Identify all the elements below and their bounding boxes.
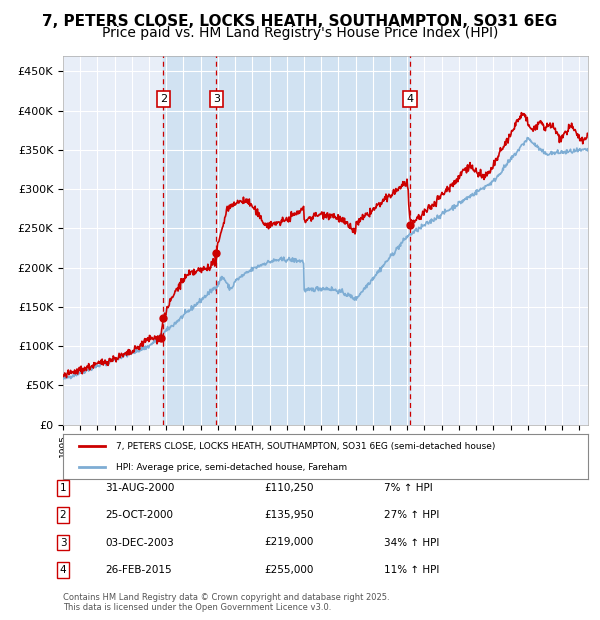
Text: 2: 2 xyxy=(59,510,67,520)
Text: HPI: Average price, semi-detached house, Fareham: HPI: Average price, semi-detached house,… xyxy=(115,463,347,472)
Bar xyxy=(163,56,410,425)
Text: 34% ↑ HPI: 34% ↑ HPI xyxy=(384,538,439,547)
Text: 31-AUG-2000: 31-AUG-2000 xyxy=(105,483,175,493)
Text: £110,250: £110,250 xyxy=(264,483,314,493)
Text: 11% ↑ HPI: 11% ↑ HPI xyxy=(384,565,439,575)
Text: 4: 4 xyxy=(407,94,413,104)
Text: 03-DEC-2003: 03-DEC-2003 xyxy=(105,538,174,547)
Text: £219,000: £219,000 xyxy=(264,538,313,547)
Text: 4: 4 xyxy=(59,565,67,575)
Text: 25-OCT-2000: 25-OCT-2000 xyxy=(105,510,173,520)
Text: 3: 3 xyxy=(213,94,220,104)
Text: Price paid vs. HM Land Registry's House Price Index (HPI): Price paid vs. HM Land Registry's House … xyxy=(102,26,498,40)
Text: 7, PETERS CLOSE, LOCKS HEATH, SOUTHAMPTON, SO31 6EG (semi-detached house): 7, PETERS CLOSE, LOCKS HEATH, SOUTHAMPTO… xyxy=(115,442,495,451)
Text: 26-FEB-2015: 26-FEB-2015 xyxy=(105,565,172,575)
Text: £135,950: £135,950 xyxy=(264,510,314,520)
Text: £255,000: £255,000 xyxy=(264,565,313,575)
Text: 2: 2 xyxy=(160,94,167,104)
Text: 3: 3 xyxy=(59,538,67,547)
Text: 7, PETERS CLOSE, LOCKS HEATH, SOUTHAMPTON, SO31 6EG: 7, PETERS CLOSE, LOCKS HEATH, SOUTHAMPTO… xyxy=(43,14,557,29)
Text: 1: 1 xyxy=(59,483,67,493)
Text: Contains HM Land Registry data © Crown copyright and database right 2025.
This d: Contains HM Land Registry data © Crown c… xyxy=(63,593,389,612)
Text: 27% ↑ HPI: 27% ↑ HPI xyxy=(384,510,439,520)
Text: 7% ↑ HPI: 7% ↑ HPI xyxy=(384,483,433,493)
